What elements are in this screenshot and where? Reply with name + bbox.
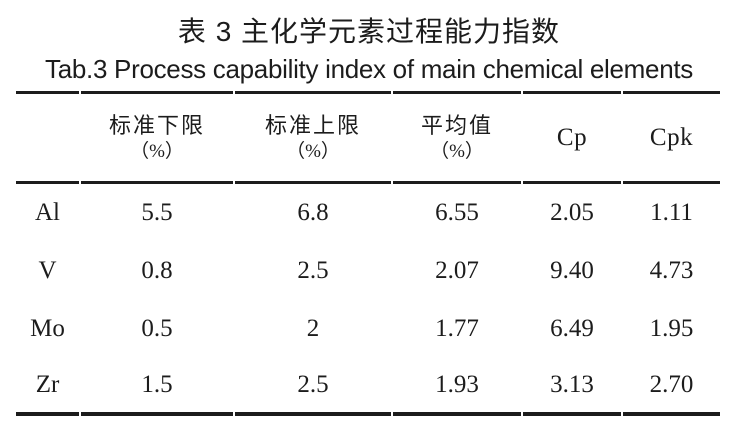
value-cell: 5.5 bbox=[141, 199, 173, 226]
table-row-mo: Mo 0.5 2 1.77 6.49 1.95 bbox=[16, 300, 720, 358]
col-header-cp: Cp bbox=[523, 91, 621, 184]
value-cell: 2.5 bbox=[235, 358, 391, 416]
table-header: 标准下限 （%） 标准上限 （%） 平均值 （%） Cp Cpk bbox=[16, 91, 720, 184]
value-cell: 1.93 bbox=[393, 358, 521, 416]
value-cell: 4.73 bbox=[649, 257, 694, 284]
value-cell: 1.5 bbox=[81, 358, 233, 416]
value-cell: 9.40 bbox=[550, 257, 594, 284]
value-cell: 1.77 bbox=[435, 315, 479, 342]
col-header-lower-limit-label: 标准下限 bbox=[108, 112, 205, 138]
col-header-mean-label: 平均值 bbox=[420, 112, 493, 138]
value-cell: 2 bbox=[306, 315, 320, 342]
element-name-cell: Mo bbox=[30, 315, 65, 342]
table-caption-english: Tab.3 Process capability index of main c… bbox=[45, 54, 693, 84]
table-caption-chinese: 表 3 主化学元素过程能力指数 bbox=[177, 16, 561, 47]
col-header-upper-limit: 标准上限 （%） bbox=[235, 91, 391, 184]
table-row-v: V 0.8 2.5 2.07 9.40 4.73 bbox=[16, 242, 720, 300]
table-row-al: Al 5.5 6.8 6.55 2.05 1.11 bbox=[16, 184, 720, 242]
col-header-upper-limit-label: 标准上限 bbox=[264, 112, 361, 138]
value-cell: 2.70 bbox=[623, 358, 720, 416]
element-name-cell: Zr bbox=[16, 358, 79, 416]
value-cell: 0.8 bbox=[141, 257, 173, 284]
col-header-upper-limit-unit: （%） bbox=[286, 140, 340, 162]
value-cell: 1.95 bbox=[649, 315, 694, 342]
table-row-zr: Zr 1.5 2.5 1.93 3.13 2.70 bbox=[16, 358, 720, 416]
element-name-cell: Al bbox=[35, 199, 60, 226]
col-header-lower-limit-unit: （%） bbox=[130, 140, 184, 162]
element-name-cell: V bbox=[38, 257, 57, 284]
value-cell: 2.07 bbox=[435, 257, 479, 284]
table-body: Al 5.5 6.8 6.55 2.05 1.11 V 0.8 2.5 2.07… bbox=[16, 184, 720, 416]
col-header-lower-limit: 标准下限 （%） bbox=[81, 91, 233, 184]
value-cell: 3.13 bbox=[523, 358, 621, 416]
value-cell: 6.55 bbox=[435, 199, 479, 226]
process-capability-table: 标准下限 （%） 标准上限 （%） 平均值 （%） Cp Cpk bbox=[14, 91, 722, 416]
value-cell: 2.5 bbox=[297, 257, 329, 284]
header-row: 标准下限 （%） 标准上限 （%） 平均值 （%） Cp Cpk bbox=[16, 91, 720, 184]
col-header-mean: 平均值 （%） bbox=[393, 91, 521, 184]
value-cell: 0.5 bbox=[141, 315, 173, 342]
value-cell: 6.8 bbox=[297, 199, 329, 226]
col-header-cpk-label: Cpk bbox=[649, 124, 694, 151]
value-cell: 1.11 bbox=[650, 199, 693, 226]
col-header-cpk: Cpk bbox=[623, 91, 720, 184]
col-header-mean-unit: （%） bbox=[430, 140, 484, 162]
value-cell: 6.49 bbox=[550, 315, 594, 342]
value-cell: 2.05 bbox=[550, 199, 594, 226]
col-header-cp-label: Cp bbox=[556, 124, 588, 151]
col-header-element bbox=[16, 91, 79, 184]
